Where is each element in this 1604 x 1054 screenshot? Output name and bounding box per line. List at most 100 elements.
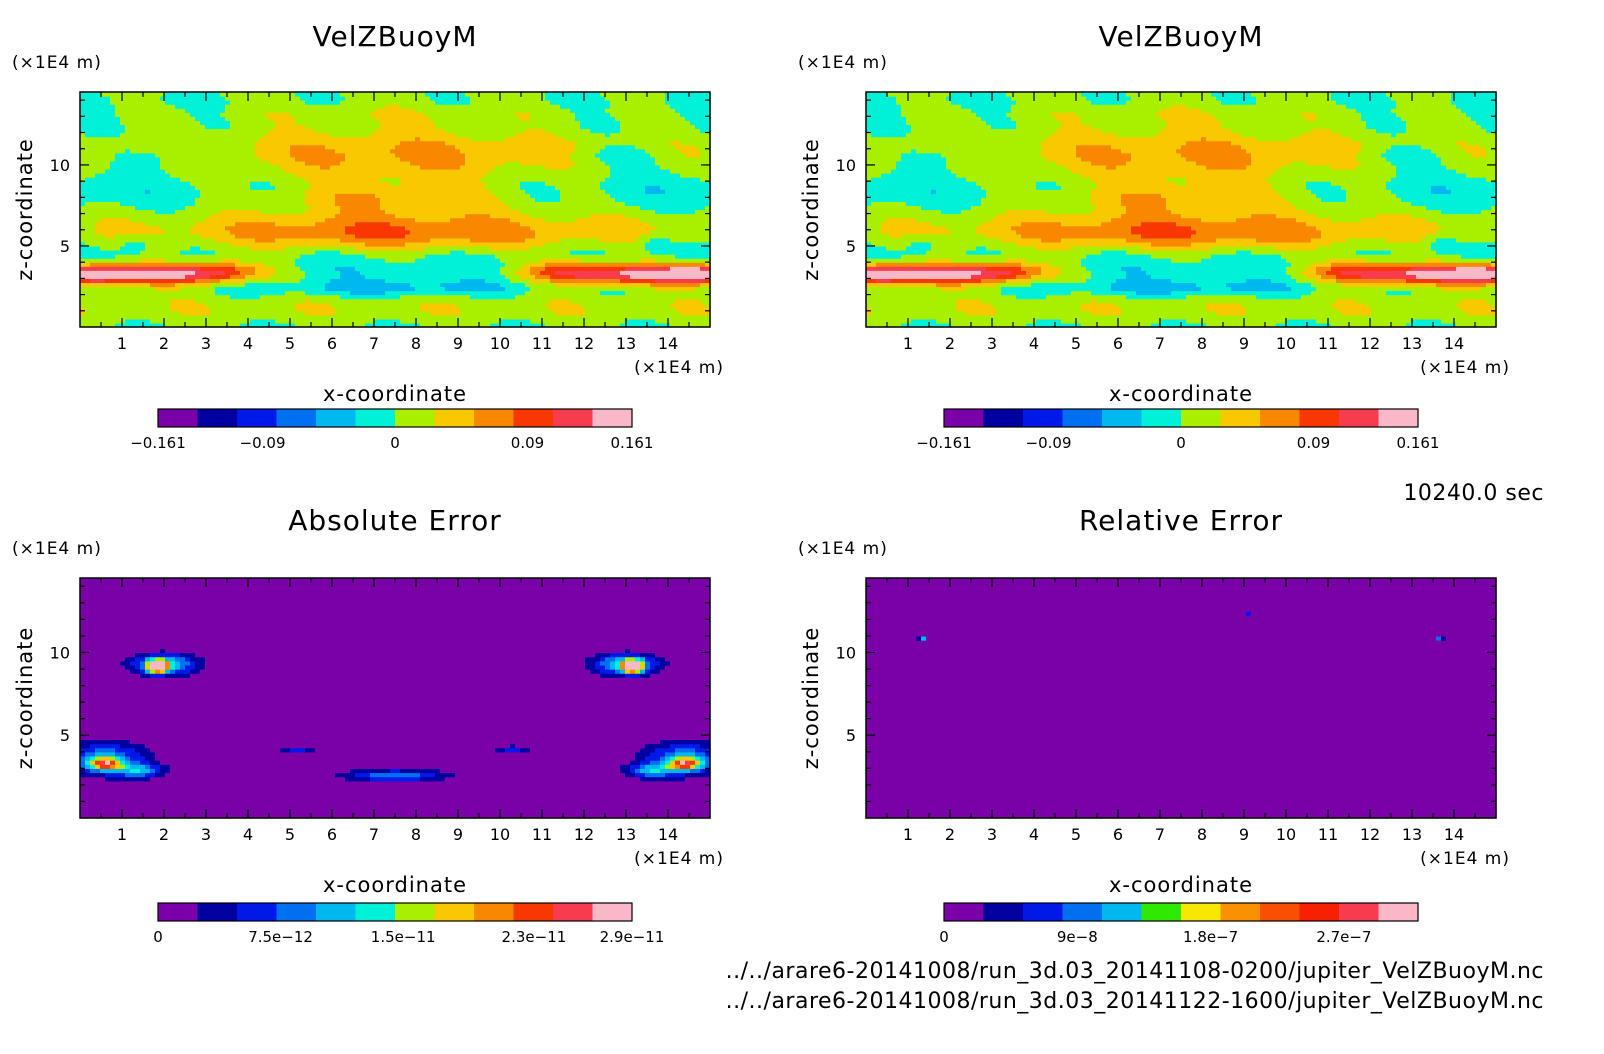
contour-cell: [335, 307, 341, 312]
contour-cell: [545, 303, 551, 308]
contour-cell: [660, 303, 666, 308]
contour-cell: [390, 295, 396, 300]
contour-cell: [465, 286, 471, 291]
contour-cell: [645, 295, 651, 300]
contour-cell: [385, 315, 391, 320]
contour-cell: [570, 307, 576, 312]
contour-cell: [260, 299, 266, 304]
contour-cell: [485, 291, 491, 296]
contour-cell: [145, 319, 151, 324]
contour-cell: [690, 291, 696, 296]
contour-cell: [340, 311, 346, 316]
contour-cell: [205, 282, 211, 287]
contour-cell: [130, 295, 136, 300]
contour-cell: [605, 311, 611, 316]
contour-cell: [530, 295, 536, 300]
contour-cell: [430, 311, 436, 316]
contour-cell: [665, 307, 671, 312]
contour-cell: [500, 291, 506, 296]
contour-cell: [675, 307, 681, 312]
contour-cell: [620, 303, 626, 308]
contour-cell: [275, 295, 281, 300]
contour-cell: [650, 286, 656, 291]
contour-cell: [200, 303, 206, 308]
contour-cell: [605, 307, 611, 312]
contour-cell: [655, 295, 661, 300]
contour-cell: [620, 307, 626, 312]
contour-cell: [500, 315, 506, 320]
contour-cell: [635, 303, 641, 308]
contour-cell: [465, 319, 471, 324]
contour-cell: [485, 286, 491, 291]
contour-cell: [385, 311, 391, 316]
contour-cell: [325, 319, 331, 324]
contour-cell: [700, 303, 706, 308]
contour-cell: [130, 299, 136, 304]
contour-cell: [375, 282, 381, 287]
contour-cell: [515, 311, 521, 316]
contour-cell: [110, 299, 116, 304]
contour-cell: [570, 291, 576, 296]
contour-cell: [570, 315, 576, 320]
contour-cell: [515, 315, 521, 320]
contour-cell: [405, 315, 411, 320]
contour-cell: [165, 291, 171, 296]
contour-cell: [490, 315, 496, 320]
contour-cell: [655, 311, 661, 316]
contour-cell: [120, 282, 126, 287]
contour-cell: [465, 291, 471, 296]
contour-cell: [485, 311, 491, 316]
contour-cell: [610, 303, 616, 308]
contour-cell: [470, 319, 476, 324]
contour-cell: [690, 299, 696, 304]
contour-cell: [240, 295, 246, 300]
contour-cell: [440, 311, 446, 316]
contour-cell: [555, 311, 561, 316]
contour-cell: [340, 303, 346, 308]
contour-cell: [100, 307, 106, 312]
contour-cell: [545, 291, 551, 296]
contour-cell: [390, 286, 396, 291]
contour-cell: [215, 307, 221, 312]
contour-cell: [100, 311, 106, 316]
contour-cell: [660, 286, 666, 291]
contour-cell: [285, 286, 291, 291]
contour-cell: [340, 295, 346, 300]
contour-cell: [615, 319, 621, 324]
contour-cell: [380, 286, 386, 291]
contour-cell: [185, 311, 191, 316]
contour-cell: [185, 282, 191, 287]
contour-cell: [480, 282, 486, 287]
contour-cell: [510, 299, 516, 304]
contour-cell: [320, 282, 326, 287]
contour-cell: [405, 291, 411, 296]
contour-cell: [175, 286, 181, 291]
contour-cell: [220, 286, 226, 291]
contour-cell: [645, 319, 651, 324]
contour-cell: [480, 303, 486, 308]
contour-cell: [120, 315, 126, 320]
contour-cell: [430, 291, 436, 296]
contour-cell: [360, 291, 366, 296]
contour-cell: [240, 315, 246, 320]
contour-cell: [145, 286, 151, 291]
contour-cell: [500, 286, 506, 291]
contour-cell: [235, 315, 241, 320]
contour-cell: [125, 291, 131, 296]
contour-cell: [300, 286, 306, 291]
contour-cell: [240, 303, 246, 308]
contour-cell: [90, 295, 96, 300]
contour-cell: [200, 291, 206, 296]
contour-cell: [665, 286, 671, 291]
contour-cell: [170, 299, 176, 304]
contour-cell: [360, 295, 366, 300]
contour-cell: [230, 311, 236, 316]
contour-cell: [80, 295, 86, 300]
contour-cell: [575, 286, 581, 291]
contour-cell: [415, 299, 421, 304]
contour-cell: [355, 291, 361, 296]
contour-cell: [375, 299, 381, 304]
contour-cell: [635, 291, 641, 296]
contour-cell: [145, 307, 151, 312]
contour-cell: [490, 295, 496, 300]
